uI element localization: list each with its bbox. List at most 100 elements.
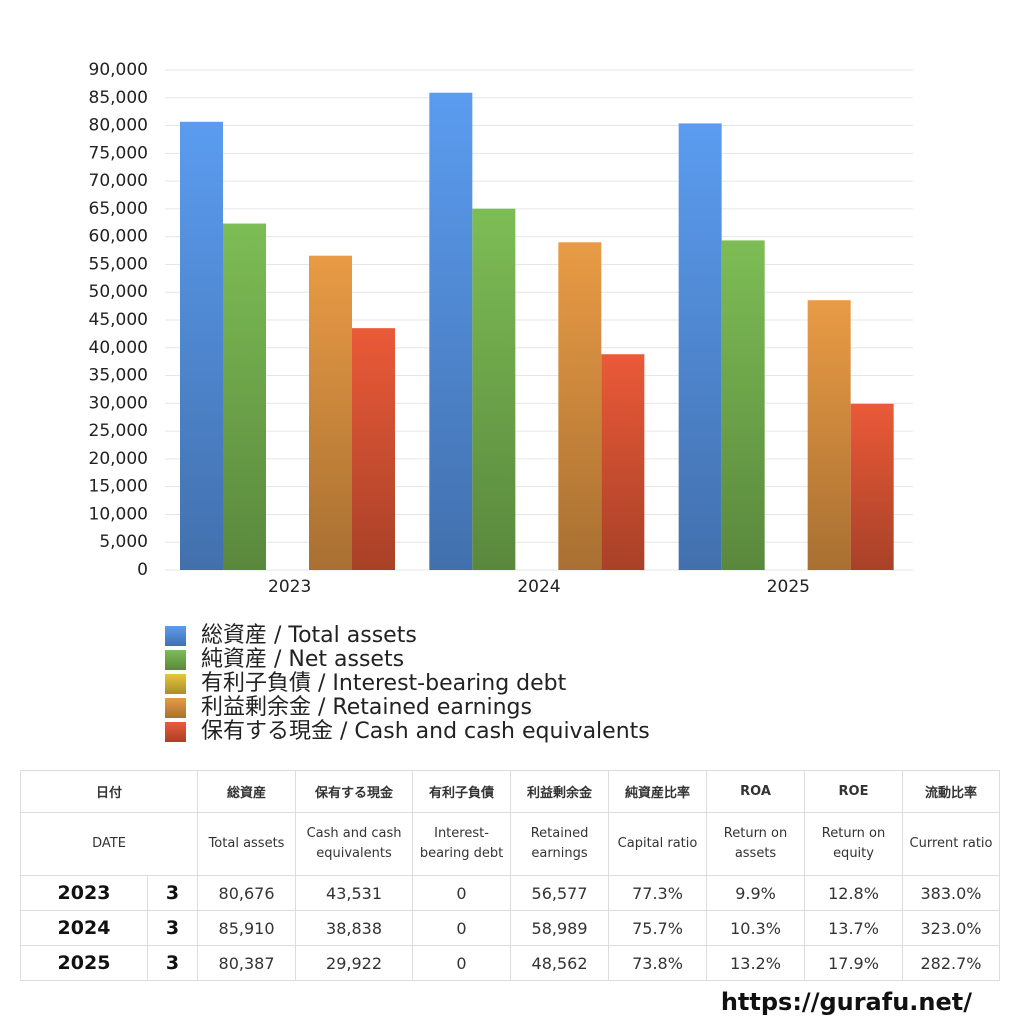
header-cell: Total assets <box>197 812 297 876</box>
header-cell: 総資産 <box>197 770 297 813</box>
table-cell: 80,387 <box>197 945 297 981</box>
bar <box>558 242 602 571</box>
table-cell: 13.2% <box>706 945 806 981</box>
y-tick-label: 70,000 <box>89 171 148 191</box>
table-cell: 48,562 <box>510 945 610 981</box>
legend-swatch <box>165 674 186 694</box>
legend-swatch <box>165 650 186 670</box>
bar <box>180 121 223 571</box>
data-table: 日付 総資産 保有する現金 有利子負債 利益剰余金 純資産比率 ROA ROE 流動比率 DATE… <box>19 770 1001 981</box>
bar <box>807 300 851 570</box>
bar <box>429 92 473 570</box>
data-row: 2023 3 80,676 43,531 0 56,577 77.3% 9.9% 12.8% 38… <box>20 875 1001 911</box>
y-tick-label: 65,000 <box>89 199 148 219</box>
bar <box>601 354 645 570</box>
bar <box>678 123 722 571</box>
header-cell: 利益剰余金 <box>510 770 610 813</box>
x-tick-label: 2024 <box>517 577 560 597</box>
table-cell: 12.8% <box>804 875 904 911</box>
y-tick-label: 55,000 <box>89 254 148 274</box>
header-cell: 保有する現金 <box>295 770 414 813</box>
y-tick-label: 25,000 <box>89 421 148 441</box>
table-cell: 10.3% <box>706 910 806 946</box>
chart: 0 5,000 10,000 15,000 20,000 25,000 30,000 35,0… <box>89 60 913 744</box>
table-cell: 43,531 <box>295 875 414 911</box>
bar <box>223 223 266 571</box>
header-row: 日付 総資産 保有する現金 有利子負債 利益剰余金 純資産比率 ROA ROE 流動比率 <box>19 770 1001 813</box>
x-tick-label: 2023 <box>268 577 311 597</box>
table-cell: 0 <box>412 910 512 946</box>
y-tick-label: 80,000 <box>89 116 148 136</box>
legend-label: 有利子負債 / Interest-bearing debt <box>201 671 567 696</box>
y-tick-label: 20,000 <box>89 449 148 469</box>
header-cell: 流動比率 <box>902 770 1001 813</box>
header-cell: Retained earnings <box>510 812 610 876</box>
header-cell: 純資産比率 <box>608 770 708 813</box>
x-tick-label: 2025 <box>767 577 810 597</box>
header-cell: Interest-bearing debt <box>412 812 512 876</box>
y-tick-label: 50,000 <box>89 282 148 302</box>
table-cell: 282.7% <box>902 945 1001 981</box>
y-tick-label: 5,000 <box>99 532 148 552</box>
y-tick-label: 60,000 <box>89 227 148 247</box>
footer-url: https://gurafu.net/ <box>720 988 972 1016</box>
table-cell: 85,910 <box>197 910 297 946</box>
bar <box>721 240 765 570</box>
legend-label: 総資産 / Total assets <box>201 623 417 648</box>
legend-label: 利益剰余金 / Retained earnings <box>201 695 532 720</box>
y-tick-label: 15,000 <box>89 477 148 497</box>
header-cell: Return on equity <box>804 812 904 876</box>
y-tick-label: 45,000 <box>89 310 148 330</box>
table-cell: 2023 <box>20 875 148 911</box>
legend-label: 保有する現金 / Cash and cash equivalents <box>201 719 650 744</box>
table-cell: 77.3% <box>608 875 708 911</box>
table-cell: 9.9% <box>706 875 806 911</box>
y-tick-label: 30,000 <box>89 393 148 413</box>
data-row: 2025 3 80,387 29,922 0 48,562 73.8% 13.2% 17.9% 2… <box>20 945 1001 981</box>
table-cell: 29,922 <box>295 945 414 981</box>
header-cell: 日付 <box>19 770 199 813</box>
table-cell: 38,838 <box>295 910 414 946</box>
header-cell: Capital ratio <box>608 812 708 876</box>
legend-swatch <box>165 722 186 742</box>
y-tick-label: 75,000 <box>89 143 148 163</box>
bar <box>472 208 516 570</box>
legend-swatch <box>165 698 186 718</box>
y-tick-label: 90,000 <box>89 60 148 80</box>
header-cell: Return on assets <box>706 812 806 876</box>
y-tick-label: 85,000 <box>89 88 148 108</box>
bar <box>850 403 894 570</box>
table-cell: 2024 <box>20 910 148 946</box>
bar <box>309 255 352 570</box>
table-cell: 58,989 <box>510 910 610 946</box>
table-cell: 2025 <box>20 945 148 981</box>
table-cell: 0 <box>412 875 512 911</box>
table-cell: 383.0% <box>902 875 1001 911</box>
table-cell: 13.7% <box>804 910 904 946</box>
table-cell: 3 <box>146 945 199 981</box>
header-cell: DATE <box>19 812 199 876</box>
header-cell: Current ratio <box>902 812 1001 876</box>
legend-label: 純資産 / Net assets <box>201 647 404 672</box>
table-cell: 0 <box>412 945 512 981</box>
header-cell: 有利子負債 <box>412 770 512 813</box>
table-cell: 80,676 <box>197 875 297 911</box>
y-tick-label: 10,000 <box>89 504 148 524</box>
table-cell: 75.7% <box>608 910 708 946</box>
header-cell: ROE <box>804 770 904 813</box>
header-cell: ROA <box>706 770 806 813</box>
table-cell: 323.0% <box>902 910 1001 946</box>
table-cell: 3 <box>146 875 199 911</box>
bar <box>352 328 395 570</box>
legend-swatch <box>165 626 186 646</box>
header-row: DATE Total assets Cash and cash equivalent… <box>19 812 1001 876</box>
table-cell: 3 <box>146 910 199 946</box>
y-tick-label: 35,000 <box>89 366 148 386</box>
table-cell: 73.8% <box>608 945 708 981</box>
data-row: 2024 3 85,910 38,838 0 58,989 75.7% 10.3% 13.7% 3… <box>20 910 1001 946</box>
header-cell: Cash and cash equivalents <box>295 812 414 876</box>
table-cell: 17.9% <box>804 945 904 981</box>
table-cell: 56,577 <box>510 875 610 911</box>
y-tick-label: 40,000 <box>89 338 148 358</box>
